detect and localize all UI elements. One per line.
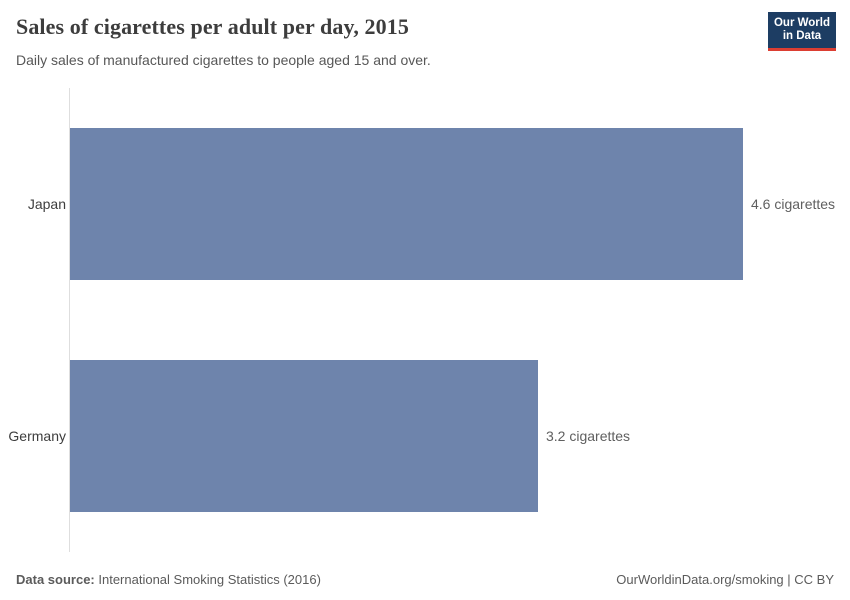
owid-logo[interactable]: Our World in Data <box>768 12 836 51</box>
bar[interactable] <box>70 360 538 512</box>
data-source-value: International Smoking Statistics (2016) <box>98 572 321 587</box>
credit-link[interactable]: OurWorldinData.org/smoking | CC BY <box>616 572 834 587</box>
bar-row: Japan 4.6 cigarettes <box>0 128 850 280</box>
category-label[interactable]: Japan <box>27 196 66 212</box>
value-label: 3.2 cigarettes <box>546 428 631 444</box>
value-label: 4.6 cigarettes <box>751 196 836 212</box>
owid-logo-line1: Our World <box>773 17 830 29</box>
y-axis-line <box>69 88 70 552</box>
data-source: Data source: International Smoking Stati… <box>16 572 321 587</box>
bar-chart: Japan 4.6 cigarettes Germany 3.2 cigarettes <box>0 88 850 552</box>
chart-footer: Data source: International Smoking Stati… <box>16 572 834 587</box>
category-label[interactable]: Germany <box>8 428 66 444</box>
chart-subtitle: Daily sales of manufactured cigarettes t… <box>16 52 431 68</box>
bar-row: Germany 3.2 cigarettes <box>0 360 850 512</box>
owid-logo-line2: in Data <box>782 30 822 42</box>
bar[interactable] <box>70 128 743 280</box>
data-source-label: Data source: <box>16 572 95 587</box>
page-title: Sales of cigarettes per adult per day, 2… <box>16 14 409 39</box>
